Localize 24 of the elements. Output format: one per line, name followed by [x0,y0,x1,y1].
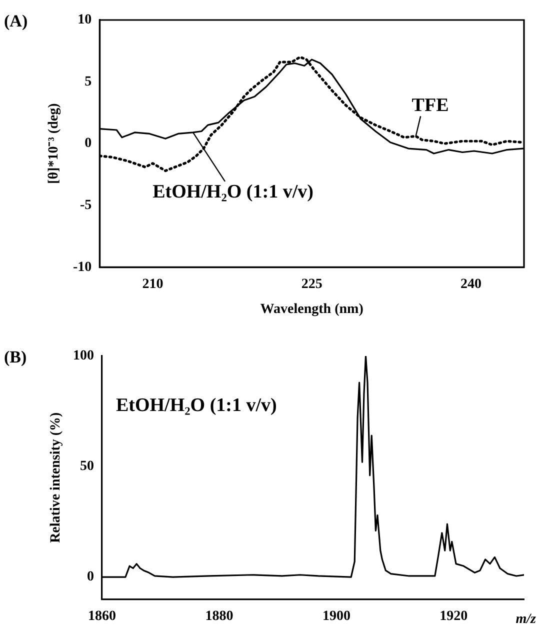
y-tick-label: 0 [84,136,92,152]
y-tick-label: -10 [72,260,92,275]
chart-title: (B) [4,347,27,366]
y-tick-label: 100 [73,348,94,364]
x-tick-label: 1900 [322,609,350,624]
y-tick-label: 10 [78,12,92,28]
text: EtOH/H₂O (1:1 v/v) [152,181,314,202]
x-tick-label: 1880 [205,609,234,624]
annotation: EtOH/H₂O (1:1 v/v) [116,394,277,416]
x-tick-label: 225 [301,277,322,292]
y-axis-title: [θ]*10⁻³ (deg) [46,102,62,184]
x-axis-title: Wavelength (nm) [260,302,364,317]
x-tick-label: 240 [460,277,482,292]
x-tick-label: 1860 [88,609,116,624]
series-label: TFE [412,95,449,116]
x-tick-label: 1920 [440,609,468,624]
y-tick-label: 5 [84,74,92,90]
x-axis-title: m/z [516,612,537,627]
y-tick-label: 0 [87,570,94,585]
y-tick-label: 50 [80,459,94,474]
x-tick-label: 210 [142,277,164,292]
y-axis-title: Relative intensity (%) [48,412,64,543]
y-tick-label: -5 [80,198,92,214]
chart-title: (A) [4,11,28,30]
